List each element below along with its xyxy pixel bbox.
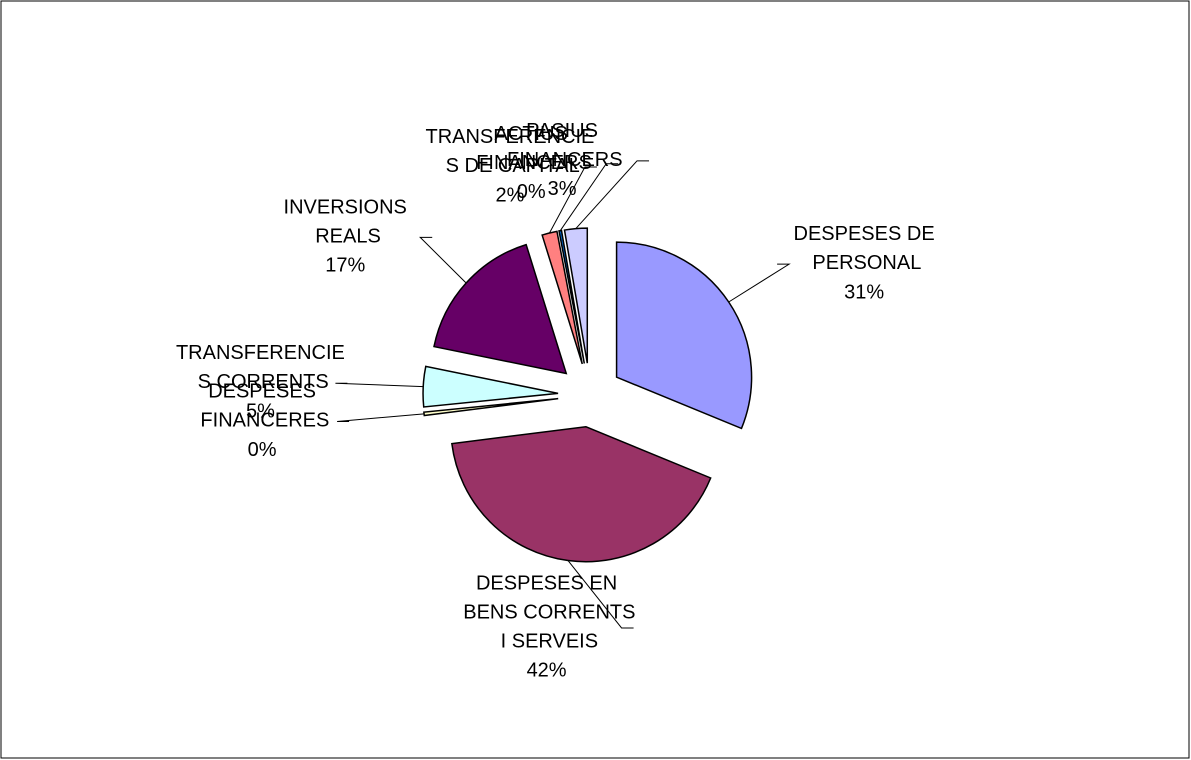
category-label: INVERSIONS REALS bbox=[284, 197, 407, 248]
value-label: 3% bbox=[548, 178, 577, 200]
pie-slice bbox=[563, 227, 589, 364]
category-label: TRANSFERENCIE S CORRENTS bbox=[176, 342, 345, 393]
category-label-line: DESPESES DE bbox=[794, 223, 935, 245]
category-label: ACTIUS FINANCERS bbox=[471, 123, 592, 174]
category-label-line: I SERVEIS bbox=[495, 631, 598, 653]
pie-slice bbox=[451, 425, 712, 563]
leader-line bbox=[575, 160, 650, 229]
leader-line bbox=[419, 236, 467, 284]
value-label: 0% bbox=[248, 439, 277, 461]
category-label-line: S DE CAPITAL bbox=[440, 155, 580, 177]
leader-line bbox=[335, 382, 424, 388]
value-label: 42% bbox=[527, 660, 567, 682]
category-label-line: TRANSFERENCIE bbox=[425, 126, 594, 148]
pie-slice bbox=[422, 365, 559, 408]
value-label: 5% bbox=[246, 400, 275, 422]
category-label-line: DESPESES EN bbox=[476, 573, 617, 595]
pie-slice bbox=[423, 397, 559, 417]
category-label: PASIUS FINANCERS bbox=[501, 120, 622, 171]
pie-slice bbox=[558, 229, 586, 364]
leader-line bbox=[549, 166, 597, 234]
category-label-line: TRANSFERENCIE bbox=[176, 342, 345, 364]
category-label: DESPESES DE PERSONAL bbox=[794, 223, 935, 274]
leader-line bbox=[337, 413, 425, 423]
category-label-line: INVERSIONS bbox=[284, 197, 407, 219]
category-label-line: REALS bbox=[310, 226, 381, 248]
category-label-line: FINANCERES bbox=[195, 410, 329, 432]
category-label-line: S CORRENTS bbox=[192, 371, 329, 393]
category-label-line: DESPESES bbox=[208, 381, 316, 403]
category-label-line: PASIUS bbox=[526, 120, 598, 142]
category-label: TRANSFERENCIE S DE CAPITAL bbox=[425, 126, 594, 177]
leader-line bbox=[559, 163, 619, 231]
leader-line bbox=[728, 263, 791, 303]
value-label: 31% bbox=[844, 281, 884, 303]
category-label-line: PERSONAL bbox=[807, 252, 921, 274]
category-label: DESPESES FINANCERES bbox=[195, 381, 329, 432]
value-label: 17% bbox=[325, 255, 365, 277]
category-label-line: FINANCERS bbox=[471, 152, 592, 174]
value-label: 2% bbox=[495, 184, 524, 206]
pie-slice bbox=[433, 243, 568, 375]
category-label-line: FINANCERS bbox=[501, 149, 622, 171]
category-label: DESPESES EN BENS CORRENTS I SERVEIS bbox=[458, 573, 636, 653]
leader-line bbox=[567, 560, 634, 629]
pie-slice bbox=[615, 241, 753, 430]
category-label-line: ACTIUS bbox=[495, 123, 568, 145]
category-label-line: BENS CORRENTS bbox=[458, 602, 636, 624]
value-label: 0% bbox=[517, 181, 546, 203]
